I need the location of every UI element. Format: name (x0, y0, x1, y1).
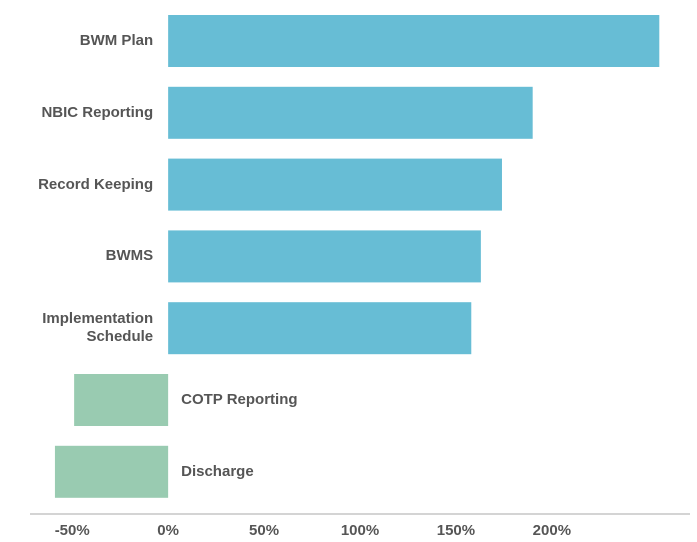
bar (168, 158, 502, 211)
bar (168, 15, 660, 67)
bar (168, 230, 481, 283)
x-tick-label: 200% (532, 522, 572, 539)
category-label: COTP Reporting (181, 391, 298, 408)
bar (168, 302, 472, 355)
bar (168, 86, 533, 139)
category-label: Record Keeping (38, 175, 154, 193)
bar (54, 445, 169, 498)
x-tick-label: 100% (340, 522, 380, 539)
x-tick-label: 50% (249, 522, 280, 539)
x-tick-label: 0% (157, 522, 179, 539)
x-tick-label: 150% (436, 522, 476, 539)
x-tick-label: -50% (54, 522, 90, 539)
category-label: BWM Plan (79, 32, 154, 49)
category-label: NBIC Reporting (41, 103, 154, 121)
category-label: Implementation Schedule (42, 310, 154, 346)
category-label: Discharge (181, 462, 254, 480)
bar (74, 374, 169, 426)
category-label: BWMS (105, 247, 154, 265)
